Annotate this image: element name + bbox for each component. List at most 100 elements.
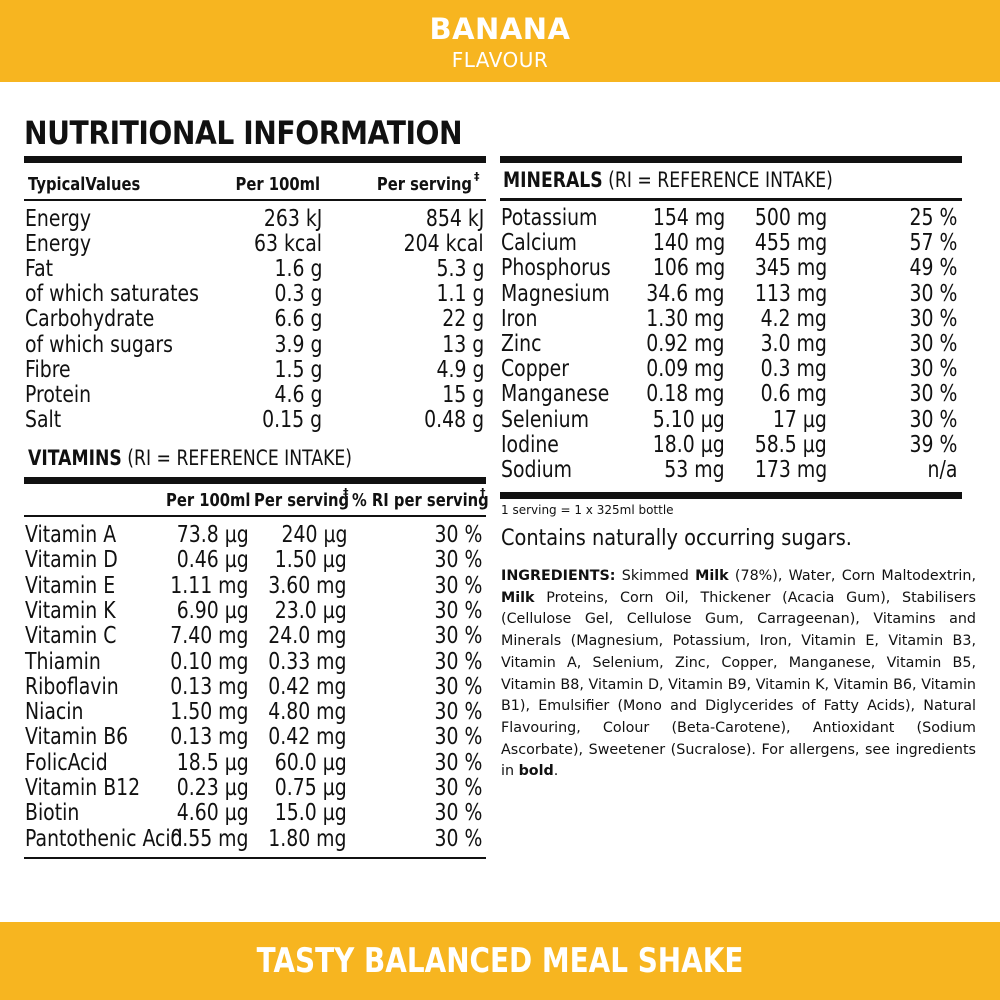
mineral-row-ri: 30 % [909,305,957,332]
mineral-row-label: Potassium [501,205,598,231]
mineral-row-per100: 140 mg [652,230,725,257]
minerals-heading-bold: MINERALS [503,168,603,192]
mineral-row-per100: 5.10 µg [653,406,725,433]
vitamin-row-per100: 0.13 mg [170,673,249,700]
vitamins-heading-rest: (RI = REFERENCE INTAKE) [121,446,353,470]
mineral-row-label: Magnesium [501,280,610,307]
nutrition-header-typical: TypicalValues [28,174,141,195]
footer-band: TASTY BALANCED MEAL SHAKE [0,922,1000,1000]
nutrition-row-label: Carbohydrate [25,306,155,333]
nutrition-row-serving: 22 g [442,306,484,333]
vitamin-row-label: Vitamin B12 [25,775,141,801]
mineral-row-label: Selenium [501,406,589,433]
mineral-row-ri: 57 % [909,230,957,257]
mineral-row-per100: 53 mg [664,457,725,483]
flavour-label: FLAVOUR [451,48,549,72]
vitamin-row-label: Riboflavin [25,673,119,700]
nutrition-row-per100: 0.3 g [274,281,322,308]
vitamin-row-label: Vitamin K [25,597,116,624]
page-title: NUTRITIONAL INFORMATION [24,114,463,152]
minerals-heading-rest: (RI = REFERENCE INTAKE) [602,168,833,192]
nutrition-row-serving: 204 kcal [403,231,484,258]
vitamin-row-label: Vitamin A [25,522,117,548]
mineral-row-serving: 0.3 mg [760,356,827,383]
nutrition-row-serving: 4.9 g [436,356,484,383]
vitamin-row-per100: 73.8 µg [177,522,249,548]
vitamin-row-per100: 4.60 µg [177,800,249,827]
vitamins-header-per100: Per 100ml [166,490,251,511]
vitamin-row-ri: 30 % [434,673,482,700]
mineral-row-ri: 30 % [909,280,957,307]
mineral-row-label: Zinc [501,331,542,357]
vitamin-row-label: Vitamin C [25,623,117,650]
nutrition-header-per100: Per 100ml [235,174,320,195]
flavour-name: BANANA [429,12,571,46]
nutrition-row-serving: 1.1 g [436,281,484,308]
vitamin-row-per100: 0.23 µg [177,775,249,801]
vitamin-row-label: Vitamin E [25,572,116,599]
vitamin-row-label: Thiamin [25,648,101,675]
vitamins-header-serving: Per serving [254,490,350,511]
nutrition-row-serving: 854 kJ [425,206,484,232]
ingredients-text: INGREDIENTS: Skimmed Milk (78%), Water, … [501,566,976,783]
vitamin-row-label: Biotin [25,800,80,827]
minerals-header-rule [500,198,962,201]
nutrition-row-label: Energy [25,231,92,258]
nutrition-row-label: Fibre [25,356,71,383]
vitamin-row-ri: 30 % [434,597,482,624]
ri-mark: † [480,486,486,499]
vitamin-row-ri: 30 % [434,775,482,801]
ingredient-text: . [553,763,559,780]
mineral-row-ri: 30 % [909,356,957,383]
vitamin-row-per100: 6.90 µg [177,597,249,624]
mineral-row-ri: n/a [927,457,957,483]
minerals-heading: MINERALS (RI = REFERENCE INTAKE) [503,168,833,192]
vitamin-row-per100: 0.10 mg [170,648,249,675]
mineral-row-ri: 30 % [909,331,957,357]
nutrition-row-serving: 0.48 g [424,406,484,433]
mineral-row-per100: 0.18 mg [646,381,725,408]
nutrition-row-serving: 13 g [442,331,484,358]
vitamins-bottom-rule [24,857,486,859]
vitamin-row-label: Niacin [25,699,84,726]
sugars-note: Contains naturally occurring sugars. [501,526,852,551]
vitamin-row-serving: 0.75 µg [275,775,347,801]
ingredient-text: Skimmed [615,568,696,584]
vitamins-heading: VITAMINS (RI = REFERENCE INTAKE) [28,446,352,470]
nutrition-top-rule [24,156,486,163]
footer-tagline: TASTY BALANCED MEAL SHAKE [256,941,744,981]
vitamin-row-serving: 24.0 mg [268,623,347,650]
mineral-row-serving: 113 mg [754,280,827,307]
mineral-row-label: Copper [501,356,570,383]
mineral-row-ri: 30 % [909,406,957,433]
minerals-top-rule [500,156,962,163]
vitamin-row-label: Vitamin D [25,547,118,574]
vitamin-row-ri: 30 % [434,623,482,650]
vitamin-row-label: FolicAcid [25,749,108,776]
nutrition-row-label: of which saturates [25,281,199,308]
vitamin-row-ri: 30 % [434,825,482,852]
nutrition-row-label: of which sugars [25,331,174,358]
vitamin-row-serving: 4.80 mg [268,699,347,726]
mineral-row-serving: 173 mg [754,457,827,483]
ingredient-text: (78%), Water, Corn Maltodextrin, [728,568,976,584]
vitamin-row-serving: 23.0 µg [275,597,347,624]
vitamin-row-ri: 30 % [434,572,482,599]
mineral-row-ri: 49 % [909,255,957,282]
vitamin-row-label: Pantothenic Acid [25,825,183,852]
nutrition-row-label: Protein [25,381,92,408]
mineral-row-serving: 4.2 mg [760,305,827,332]
mineral-row-label: Manganese [501,381,610,408]
vitamin-row-ri: 30 % [434,522,482,548]
vitamin-row-serving: 0.42 mg [268,673,347,700]
ingredient-bold: Milk [695,568,729,584]
vitamin-row-ri: 30 % [434,699,482,726]
vitamin-row-ri: 30 % [434,749,482,776]
mineral-row-serving: 0.6 mg [760,381,827,408]
mineral-row-ri: 30 % [909,381,957,408]
vitamins-header-rule [24,515,486,517]
mineral-row-serving: 455 mg [754,230,827,257]
vitamin-row-serving: 1.50 µg [275,547,347,574]
mineral-row-serving: 17 µg [773,406,827,433]
nutrition-row-label: Salt [25,406,62,433]
